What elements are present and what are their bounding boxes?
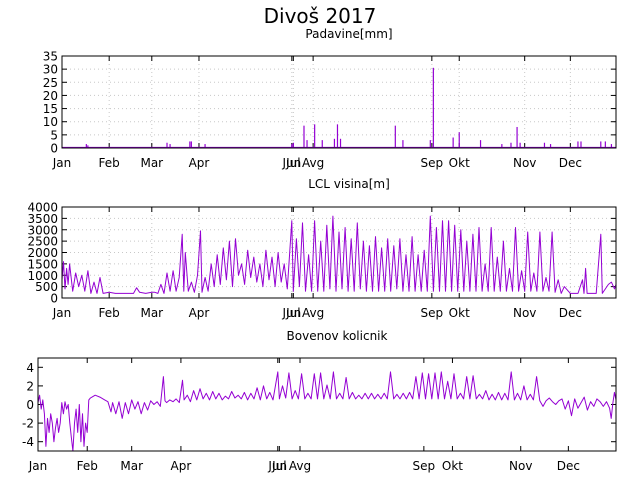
y-tick-label: 30 (43, 63, 58, 77)
x-tick-label: Mar (140, 306, 163, 320)
chart-title: Padavine[mm] (305, 27, 392, 41)
x-tick-label: Avg (289, 459, 311, 473)
plot-frame (37, 357, 617, 452)
x-tick-label: Jun (267, 459, 287, 473)
y-tick-label: 0 (50, 142, 58, 156)
y-tick-label: 2 (26, 379, 34, 393)
x-tick-label: Mar (120, 459, 143, 473)
y-tick-label: 15 (43, 102, 58, 116)
data-series-line (38, 371, 616, 451)
x-tick-label: Dec (559, 156, 582, 170)
y-tick-label: 3500 (27, 212, 58, 226)
chart-title: Bovenov kolicnik (287, 329, 388, 343)
y-tick-label: 3000 (27, 223, 58, 237)
x-tick-label: Apr (189, 306, 210, 320)
x-tick-label: Nov (513, 156, 536, 170)
y-tick-label: 4000 (27, 201, 58, 215)
x-tick-label: Sep (413, 459, 436, 473)
chart-panel-2: LCL visina[m] 050010001500200025003000350… (27, 177, 617, 320)
y-tick-label: 0 (50, 292, 58, 306)
y-tick-label: 4 (26, 361, 34, 375)
x-tick-label: Dec (559, 306, 582, 320)
y-tick-label: 5 (50, 128, 58, 142)
x-tick-label: Jul (285, 156, 300, 170)
y-tick-label: 500 (35, 280, 58, 294)
chart-panel-3: Bovenov kolicnik -4 -2 0 2 4 Jan Feb Mar Apr JunJu… (22, 329, 617, 473)
x-tick-label: Dec (557, 459, 580, 473)
x-tick-label: Jul (285, 306, 300, 320)
x-tick-label: Feb (99, 156, 120, 170)
x-tick-label: Jan (28, 459, 48, 473)
y-tick-label: 2500 (27, 235, 58, 249)
x-tick-label: Sep (421, 156, 444, 170)
x-tick-label: Apr (171, 459, 192, 473)
x-tick-label: Okt (442, 459, 463, 473)
y-tick-label: 35 (43, 50, 58, 64)
plot-frame (61, 55, 617, 149)
x-tick-label: Sep (421, 306, 444, 320)
y-tick-label: 25 (43, 76, 58, 90)
x-tick-label: Mar (140, 156, 163, 170)
figure-title: Divoš 2017 (264, 4, 377, 28)
x-tick-label: Apr (189, 156, 210, 170)
y-tick-label: -4 (22, 435, 34, 449)
x-tick-label: Avg (302, 306, 324, 320)
chart-title: LCL visina[m] (308, 177, 390, 191)
y-tick-label: 2000 (27, 246, 58, 260)
x-tick-label: Okt (449, 306, 470, 320)
x-tick-label: Jul (271, 459, 286, 473)
x-tick-label: Okt (449, 156, 470, 170)
data-series-line (62, 215, 616, 294)
x-tick-label: Jan (52, 306, 72, 320)
x-tick-label: Jan (52, 156, 72, 170)
plot-frame (61, 206, 617, 299)
x-tick-label: Nov (509, 459, 532, 473)
y-tick-label: 1000 (27, 269, 58, 283)
x-tick-label: Feb (99, 306, 120, 320)
y-tick-label: 1500 (27, 257, 58, 271)
y-tick-label: -2 (22, 417, 34, 431)
x-tick-label: Jun (281, 156, 301, 170)
x-tick-label: Avg (302, 156, 324, 170)
y-tick-label: 20 (43, 89, 58, 103)
y-tick-label: 0 (26, 398, 34, 412)
y-tick-label: 10 (43, 115, 58, 129)
x-tick-label: Feb (77, 459, 98, 473)
x-tick-label: Nov (513, 306, 536, 320)
x-tick-label: Jun (281, 306, 301, 320)
